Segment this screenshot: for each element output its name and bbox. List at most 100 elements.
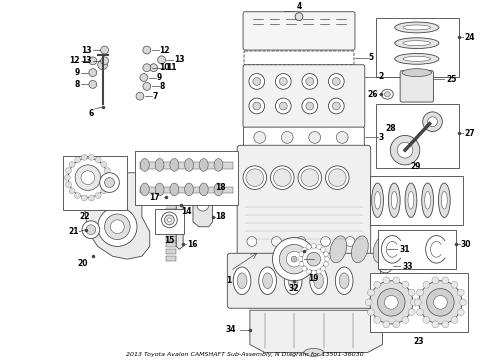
Circle shape: [408, 289, 415, 296]
Circle shape: [68, 158, 107, 197]
Bar: [167, 243, 176, 247]
Circle shape: [104, 178, 115, 188]
Text: 30: 30: [461, 240, 471, 249]
Circle shape: [411, 299, 417, 306]
Ellipse shape: [408, 192, 414, 209]
Ellipse shape: [214, 183, 223, 196]
Circle shape: [275, 73, 291, 89]
Circle shape: [299, 262, 304, 267]
Circle shape: [457, 309, 464, 316]
Text: 31: 31: [399, 245, 410, 254]
Ellipse shape: [310, 267, 327, 294]
Text: 22: 22: [80, 212, 90, 221]
Ellipse shape: [170, 183, 179, 196]
Ellipse shape: [374, 192, 381, 209]
Circle shape: [143, 64, 151, 72]
Text: 8: 8: [160, 82, 165, 91]
Text: 2013 Toyota Avalon CAMSHAFT Sub-Assembly, N Diagram for 13501-36030: 2013 Toyota Avalon CAMSHAFT Sub-Assembly…: [126, 352, 364, 357]
Text: 34: 34: [226, 325, 236, 334]
Circle shape: [328, 98, 344, 114]
Circle shape: [158, 56, 166, 64]
Circle shape: [423, 316, 430, 323]
Text: 19: 19: [309, 274, 319, 283]
Circle shape: [320, 247, 325, 252]
Circle shape: [82, 221, 99, 239]
Circle shape: [143, 82, 151, 90]
Circle shape: [416, 289, 423, 296]
Circle shape: [281, 131, 293, 143]
Text: 13: 13: [174, 55, 185, 64]
Bar: [140, 186, 233, 193]
Circle shape: [273, 169, 291, 186]
Circle shape: [323, 252, 328, 257]
Circle shape: [271, 237, 281, 246]
Circle shape: [306, 244, 311, 249]
Circle shape: [100, 46, 108, 54]
Circle shape: [298, 257, 303, 262]
Circle shape: [168, 218, 172, 222]
Circle shape: [402, 316, 409, 323]
Text: 18: 18: [216, 212, 226, 221]
Ellipse shape: [422, 183, 434, 217]
Circle shape: [81, 195, 87, 201]
Circle shape: [302, 247, 307, 252]
Circle shape: [442, 321, 449, 328]
Ellipse shape: [199, 183, 208, 196]
Ellipse shape: [402, 69, 432, 77]
Ellipse shape: [439, 183, 450, 217]
Circle shape: [64, 175, 70, 181]
Polygon shape: [85, 173, 150, 259]
Circle shape: [101, 188, 107, 194]
Ellipse shape: [314, 273, 323, 289]
Text: 23: 23: [414, 337, 424, 346]
Text: 4: 4: [296, 2, 302, 11]
Circle shape: [332, 102, 340, 110]
Circle shape: [428, 117, 438, 127]
Circle shape: [345, 237, 355, 246]
Ellipse shape: [141, 158, 149, 171]
Polygon shape: [250, 310, 383, 352]
Text: 6: 6: [88, 109, 94, 118]
Text: 1: 1: [226, 276, 231, 285]
Ellipse shape: [237, 273, 247, 289]
Circle shape: [383, 321, 390, 328]
Circle shape: [451, 316, 458, 323]
Circle shape: [81, 171, 95, 185]
Circle shape: [393, 277, 400, 284]
Circle shape: [302, 247, 325, 271]
Text: 29: 29: [411, 162, 421, 171]
Circle shape: [81, 154, 87, 160]
Bar: [167, 188, 176, 192]
Circle shape: [66, 182, 72, 188]
Circle shape: [272, 238, 316, 281]
Circle shape: [143, 46, 151, 54]
Bar: [155, 209, 184, 234]
Ellipse shape: [395, 54, 439, 64]
Circle shape: [99, 173, 120, 192]
Bar: [167, 256, 176, 261]
Text: 18: 18: [216, 183, 226, 192]
Circle shape: [307, 252, 320, 266]
Circle shape: [415, 299, 421, 306]
Polygon shape: [176, 197, 183, 249]
Text: 5: 5: [368, 53, 374, 62]
Circle shape: [369, 281, 413, 324]
Circle shape: [95, 193, 101, 198]
Ellipse shape: [263, 273, 272, 289]
Ellipse shape: [382, 89, 393, 99]
Circle shape: [402, 281, 409, 288]
Circle shape: [89, 69, 97, 77]
Bar: [167, 229, 176, 234]
Bar: [167, 194, 176, 199]
Circle shape: [95, 157, 101, 163]
Text: 28: 28: [385, 124, 395, 133]
Ellipse shape: [395, 22, 439, 33]
Text: 15: 15: [164, 235, 174, 244]
Circle shape: [336, 131, 348, 143]
Text: 2: 2: [379, 72, 384, 81]
Ellipse shape: [339, 273, 349, 289]
Bar: [140, 162, 233, 169]
Circle shape: [427, 289, 454, 316]
Circle shape: [301, 169, 318, 186]
Circle shape: [279, 102, 287, 110]
